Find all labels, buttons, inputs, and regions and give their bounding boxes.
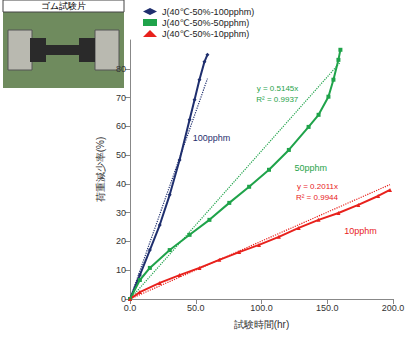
- svg-text:0.0: 0.0: [124, 303, 137, 313]
- svg-text:0: 0: [121, 294, 126, 304]
- svg-text:150.0: 150.0: [316, 303, 339, 313]
- svg-text:J(40℃-50%-50pphm): J(40℃-50%-50pphm): [162, 18, 249, 28]
- svg-text:荷重減少率(%): 荷重減少率(%): [95, 137, 106, 203]
- svg-text:10pphm: 10pphm: [344, 226, 377, 236]
- svg-text:y = 0.2011x: y = 0.2011x: [297, 182, 338, 191]
- svg-text:J(40℃-50%-10pphm): J(40℃-50%-10pphm): [162, 29, 249, 39]
- svg-text:R² = 0.9937: R² = 0.9937: [256, 95, 299, 104]
- svg-text:50.0: 50.0: [187, 303, 205, 313]
- svg-text:20: 20: [116, 236, 126, 246]
- svg-text:60: 60: [116, 121, 126, 131]
- svg-text:100pphm: 100pphm: [193, 133, 231, 143]
- svg-text:10: 10: [116, 265, 126, 275]
- svg-text:70: 70: [116, 93, 126, 103]
- svg-text:100.0: 100.0: [250, 303, 273, 313]
- svg-text:試験時間(hr): 試験時間(hr): [234, 319, 290, 330]
- svg-text:50: 50: [116, 150, 126, 160]
- svg-text:50pphm: 50pphm: [295, 163, 328, 173]
- svg-text:40: 40: [116, 179, 126, 189]
- svg-text:30: 30: [116, 208, 126, 218]
- svg-text:J(40℃-50%-100pphm): J(40℃-50%-100pphm): [162, 7, 254, 17]
- svg-text:ゴム試験片: ゴム試験片: [41, 1, 86, 11]
- svg-text:y = 0.5145x: y = 0.5145x: [257, 84, 299, 93]
- svg-text:200.0: 200.0: [382, 303, 405, 313]
- svg-text:80: 80: [116, 64, 126, 74]
- svg-text:R² = 0.9944: R² = 0.9944: [296, 193, 339, 202]
